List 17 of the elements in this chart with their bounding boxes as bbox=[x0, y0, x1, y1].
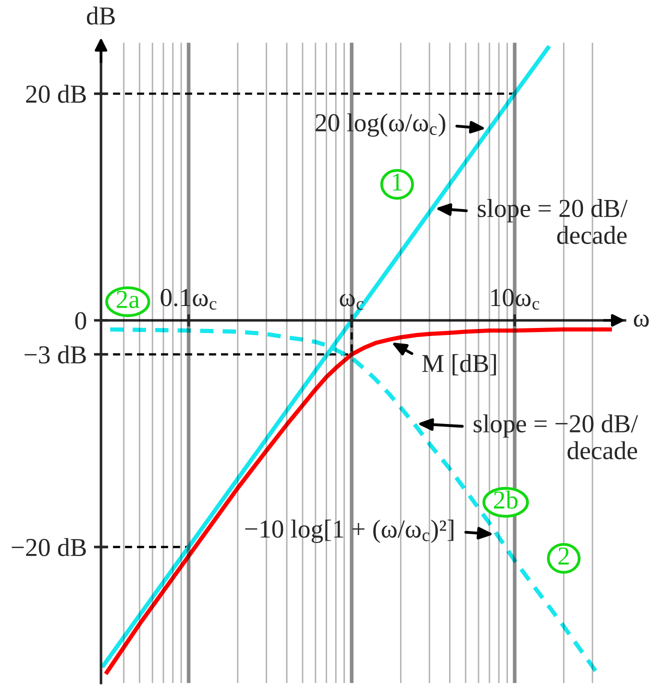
annotation: −10 log[1 + (ω/ω$_{c}$)²] bbox=[245, 520, 454, 544]
annotation: 2b bbox=[494, 490, 518, 509]
y-tick-label: 20 dB bbox=[26, 84, 86, 103]
annotation: 1 bbox=[392, 174, 402, 191]
x-tick-label: 10ω$_{c}$ bbox=[491, 288, 540, 310]
annotation: M [dB] bbox=[422, 354, 496, 376]
y-axis-title: dB bbox=[86, 6, 115, 25]
y-tick-label: 0 bbox=[75, 312, 86, 330]
annotation: 2 bbox=[558, 548, 569, 565]
x-tick-label: 0.1ω$_{c}$ bbox=[160, 288, 216, 310]
annotation: 20 log(ω/ω$_{c}$) bbox=[316, 113, 446, 137]
x-axis-title: ω bbox=[634, 314, 649, 327]
annotation: slope = −20 dB/ decade bbox=[474, 414, 638, 460]
annotation: slope = 20 dB/ decade bbox=[478, 199, 628, 244]
annotation: 2a bbox=[116, 290, 140, 308]
y-tick-label: −20 dB bbox=[12, 538, 86, 556]
y-tick-label: −3 dB bbox=[24, 345, 86, 364]
